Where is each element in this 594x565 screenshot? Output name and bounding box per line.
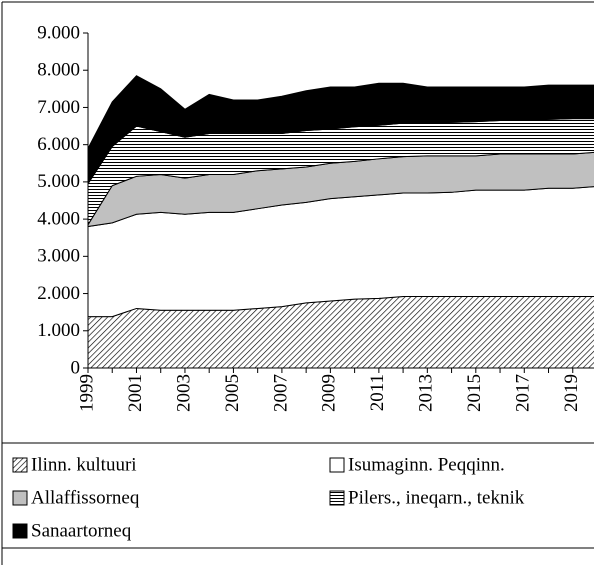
legend-label: Sanaartorneq [31,520,132,541]
x-tick-label: 2017 [513,374,534,412]
x-tick-label: 2013 [416,374,437,412]
y-tick-label: 0 [71,357,81,378]
y-tick-label: 3.000 [37,246,80,267]
x-tick-label: 1999 [76,374,97,412]
area [87,75,594,186]
legend-swatch [329,490,345,506]
legend-swatch [12,523,28,539]
y-tick-label: 8.000 [37,60,80,81]
y-tick-label: 4.000 [37,208,80,229]
y-tick-label: 9.000 [37,22,80,43]
y-tick-label: 2.000 [37,283,80,304]
legend-label: Isumaginn. Peqqinn. [348,454,505,475]
x-tick-label: 2007 [270,374,291,412]
x-tick-label: 2001 [125,374,146,412]
x-tick-label: 2005 [222,374,243,412]
y-tick-label: 7.000 [37,97,80,118]
legend-label: Allaffissorneq [31,487,140,508]
x-tick-label: 2011 [367,374,388,411]
x-tick-label: 2019 [561,374,582,412]
legend-label: Ilinn. kultuuri [31,454,137,475]
y-tick-label: 6.000 [37,134,80,155]
x-tick-label: 2003 [173,374,194,412]
y-tick-label: 1.000 [37,320,80,341]
legend-swatch [329,457,345,473]
x-tick-label: 2015 [464,374,485,412]
legend-swatch [12,490,28,506]
legend-swatch [12,457,28,473]
y-tick-label: 5.000 [37,171,80,192]
legend-label: Pilers., ineqarn., teknik [348,487,525,508]
x-tick-label: 2009 [319,374,340,412]
